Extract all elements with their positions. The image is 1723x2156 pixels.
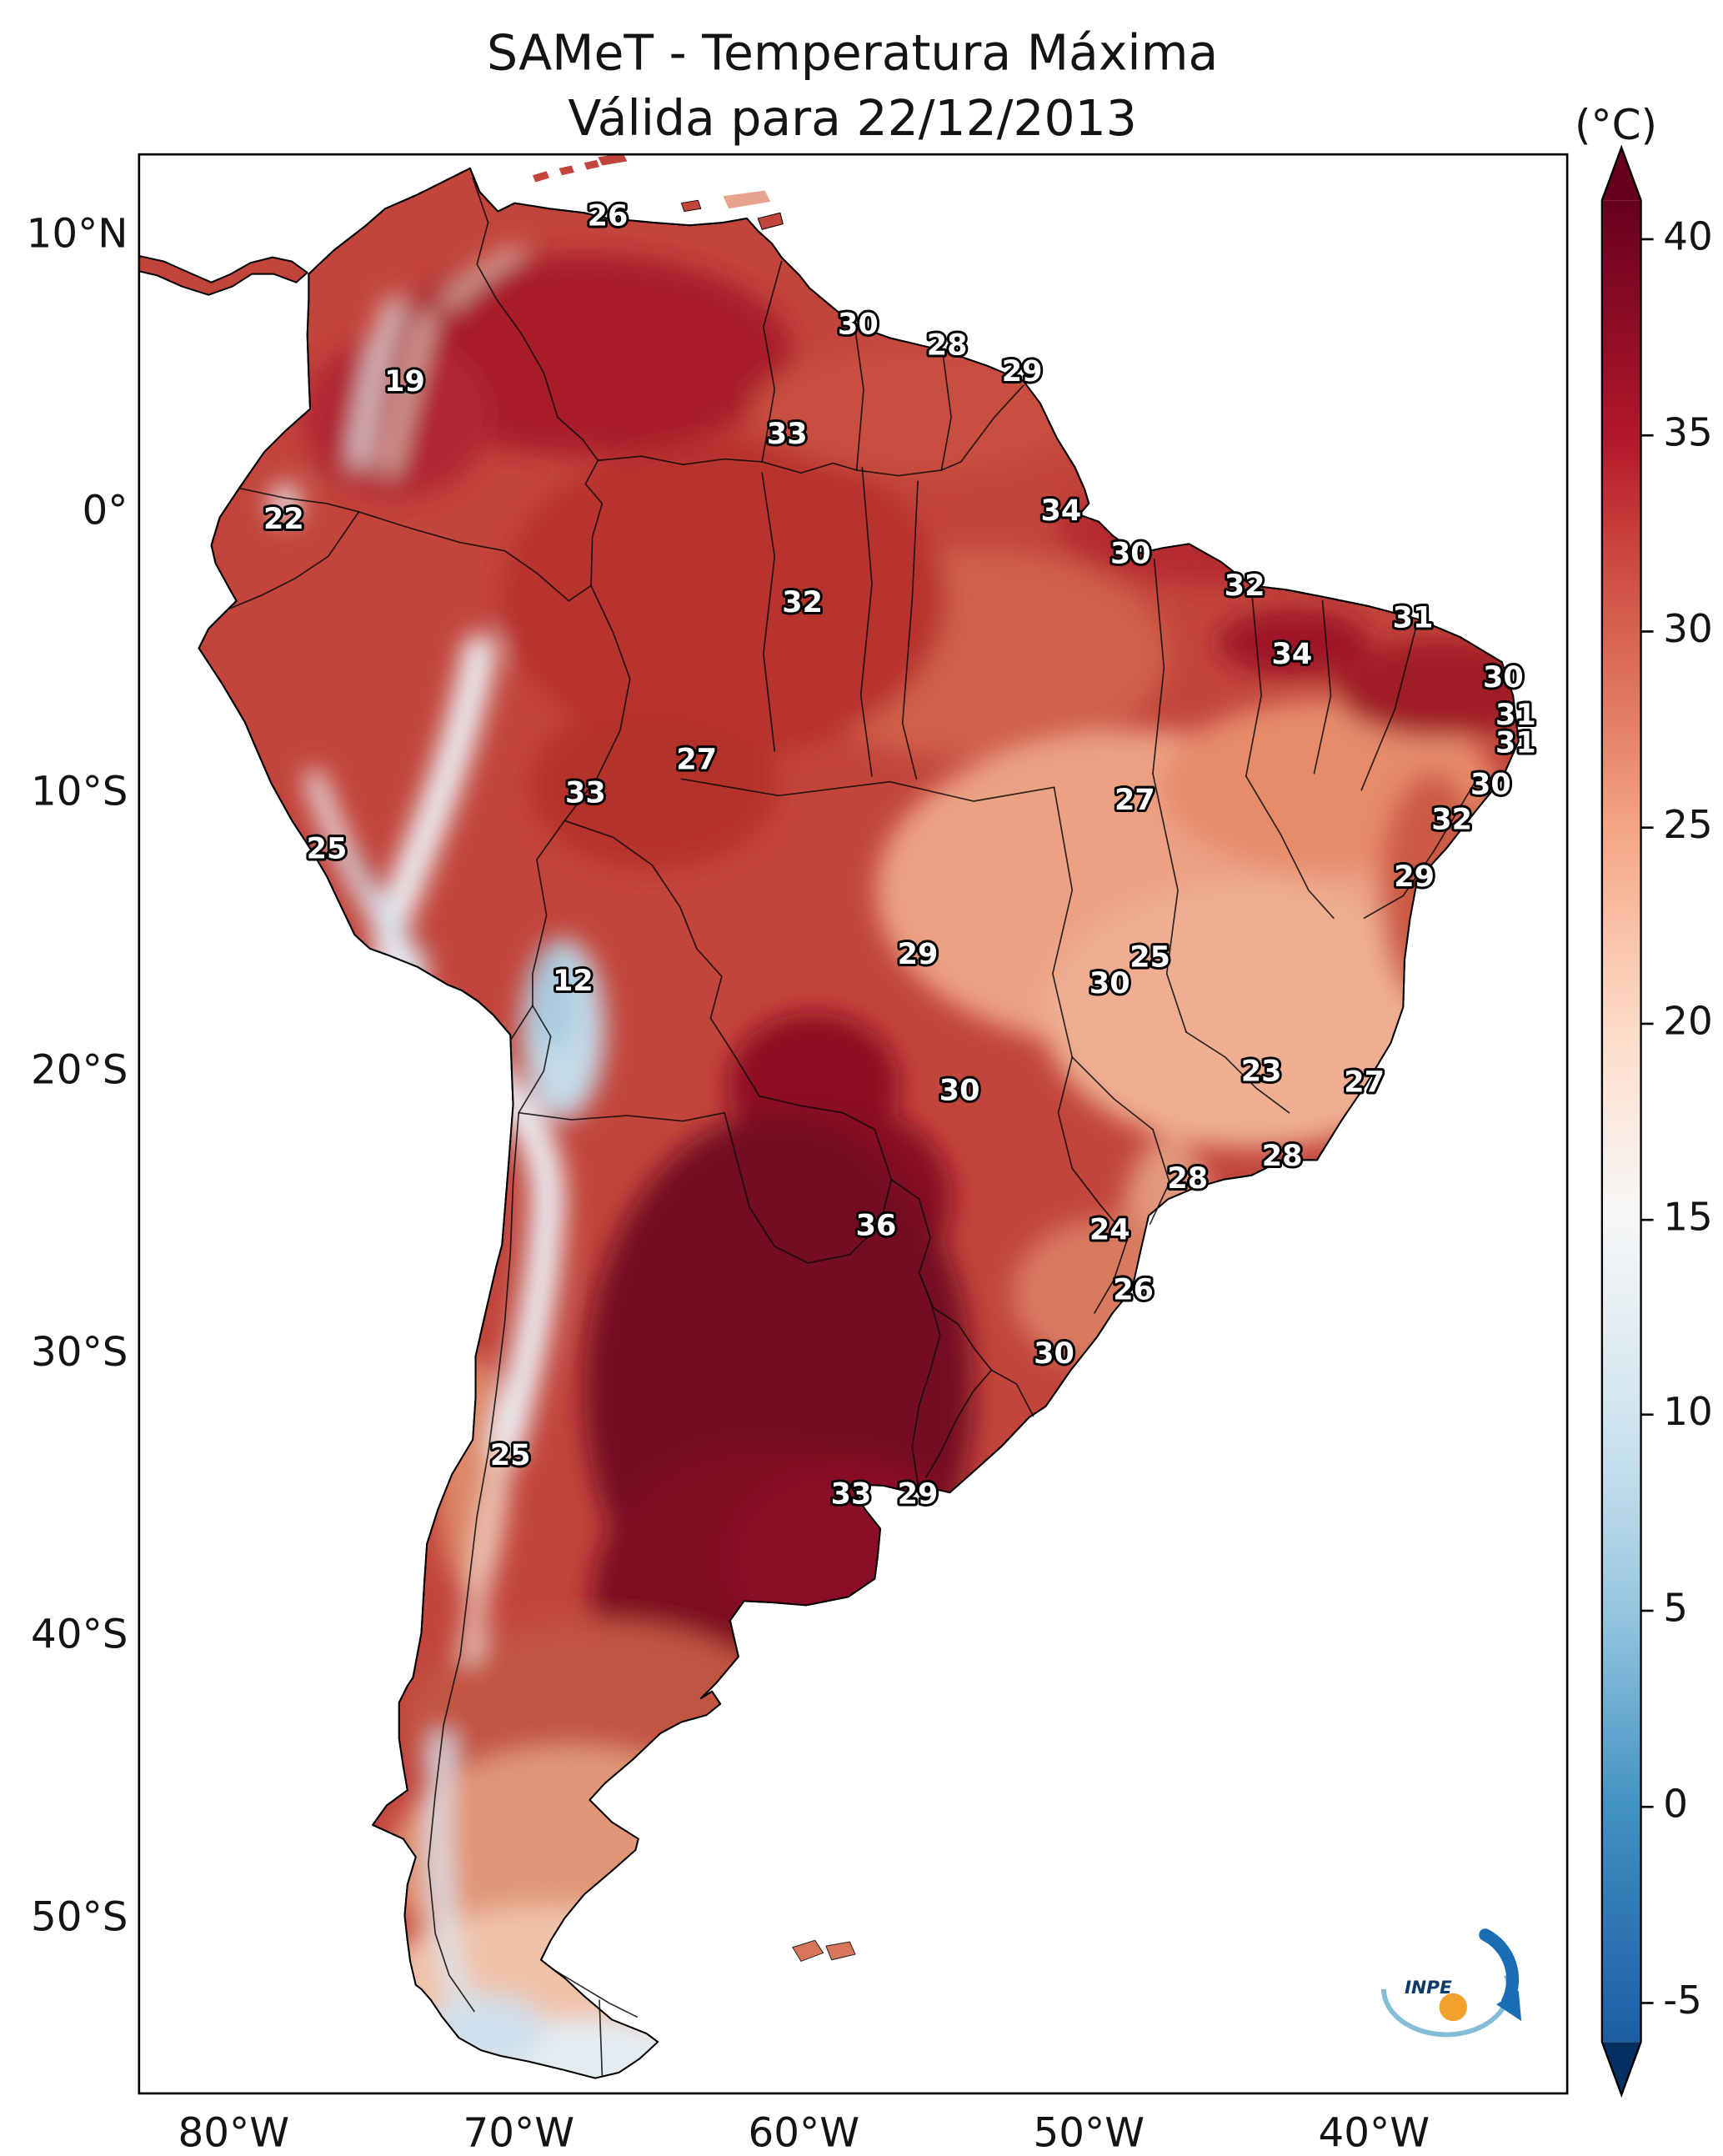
temperature-value-label: 19 <box>384 364 425 399</box>
temperature-value-label: 23 <box>1241 1054 1282 1088</box>
temperature-value-label: 32 <box>1225 569 1265 603</box>
colorbar-tick-label: 25 <box>1663 803 1712 848</box>
lon-tick-label: 50°W <box>1033 2109 1144 2156</box>
colorbar-tick-label: 10 <box>1663 1390 1712 1435</box>
temperature-value-label: 25 <box>307 831 348 865</box>
colorbar-tick-label: 40 <box>1663 214 1712 259</box>
lon-tick-label: 60°W <box>748 2109 859 2156</box>
temperature-value-label: 32 <box>1431 802 1472 836</box>
inpe-logo-arrow-arc <box>1479 1928 1520 2008</box>
temperature-value-label: 30 <box>1110 537 1151 571</box>
colorbar: (°C) 40 35 30 25 20 15 10 5 0 -5 <box>1575 101 1713 2098</box>
temperature-value-label: 27 <box>1114 783 1155 817</box>
temperature-value-label: 33 <box>767 417 808 451</box>
colorbar-tick-label: 35 <box>1663 411 1712 456</box>
temperature-value-label: 33 <box>831 1477 872 1512</box>
temperature-value-label: 25 <box>490 1438 531 1472</box>
colorbar-extend-bottom <box>1601 2042 1641 2095</box>
state-borders <box>680 466 1478 1314</box>
temperature-value-label: 12 <box>553 964 594 998</box>
temperature-value-label: 29 <box>898 1477 939 1512</box>
temperature-value-label: 34 <box>1041 494 1082 528</box>
colorbar-gradient-body <box>1601 200 1641 2043</box>
temperature-value-label: 28 <box>1262 1139 1303 1173</box>
coastline-outline <box>198 167 1520 2079</box>
temperature-value-label: 28 <box>1167 1161 1208 1196</box>
map-frame <box>138 153 1569 2095</box>
temperature-value-label: 30 <box>1470 768 1511 802</box>
lon-tick-label: 70°W <box>463 2109 574 2156</box>
colorbar-ticks: 40 35 30 25 20 15 10 5 0 -5 <box>1640 214 1713 2023</box>
temperature-value-label: 33 <box>565 776 606 810</box>
temperature-value-label: 30 <box>939 1074 980 1108</box>
colorbar-extend-top <box>1601 147 1641 201</box>
temperature-value-label: 34 <box>1271 637 1312 671</box>
colorbar-tick-label: 20 <box>1663 999 1712 1044</box>
longitude-axis: 80°W 70°W 60°W 50°W 40°W <box>178 2109 1430 2156</box>
temperature-value-label: 31 <box>1393 600 1434 634</box>
map-panel <box>138 153 1569 2095</box>
temperature-value-label: 29 <box>898 937 939 971</box>
inpe-logo: INPE <box>1381 1928 1522 2038</box>
temperature-value-label: 28 <box>927 328 968 362</box>
inpe-logo-text: INPE <box>1405 1978 1452 1998</box>
title-line-2: Válida para 22/12/2013 <box>568 90 1137 147</box>
temperature-value-label: 25 <box>1129 940 1170 975</box>
falkland-islands <box>792 1939 856 1963</box>
lat-tick-label: 50°S <box>31 1893 128 1940</box>
temperature-value-label: 30 <box>1089 966 1130 1000</box>
temperature-value-label: 29 <box>1002 354 1043 389</box>
panama-landmass <box>138 254 308 296</box>
inpe-logo-arrowhead <box>1496 1990 1522 2022</box>
temperature-value-label: 31 <box>1495 726 1536 760</box>
temperature-value-label: 31 <box>1495 698 1536 732</box>
colorbar-tick-label: 0 <box>1663 1782 1688 1828</box>
temperature-value-label: 27 <box>676 743 717 777</box>
country-borders <box>227 177 1034 2077</box>
figure-title: SAMeT - Temperatura Máxima Válida para 2… <box>487 24 1218 146</box>
caribbean-islands <box>532 154 784 230</box>
latitude-axis: 10°N 0° 10°S 20°S 30°S 40°S 50°S <box>27 211 128 1941</box>
lat-tick-label: 40°S <box>31 1612 128 1658</box>
title-line-1: SAMeT - Temperatura Máxima <box>487 24 1218 81</box>
temperature-value-label: 26 <box>588 198 629 233</box>
colorbar-tick-label: 15 <box>1663 1196 1712 1241</box>
colorbar-outline <box>1600 144 1642 2098</box>
temperature-value-label: 36 <box>856 1209 897 1243</box>
lat-tick-label: 10°N <box>27 211 128 258</box>
colorbar-unit-label: (°C) <box>1575 101 1657 149</box>
lat-tick-label: 30°S <box>31 1329 128 1376</box>
temperature-value-label: 27 <box>1344 1065 1385 1100</box>
inpe-logo-orange-dot <box>1439 1993 1468 2022</box>
temperature-value-label: 30 <box>1034 1336 1074 1371</box>
temperature-value-label: 22 <box>263 502 304 536</box>
colorbar-tick-label: 5 <box>1663 1586 1688 1631</box>
lat-tick-label: 10°S <box>31 769 128 815</box>
temperature-value-label: 29 <box>1394 860 1435 894</box>
temperature-value-label: 32 <box>782 585 823 619</box>
lat-tick-label: 0° <box>83 488 128 534</box>
colorbar-tick-label: 30 <box>1663 607 1712 652</box>
temperature-value-label: 26 <box>1113 1272 1154 1306</box>
temperature-value-label: 24 <box>1089 1213 1130 1247</box>
temperature-value-label: 30 <box>838 307 879 341</box>
colorbar-tick-label: -5 <box>1663 1978 1702 2023</box>
temperature-value-label: 30 <box>1483 660 1524 694</box>
lat-tick-label: 20°S <box>31 1046 128 1093</box>
lon-tick-label: 80°W <box>178 2109 289 2156</box>
lon-tick-label: 40°W <box>1318 2109 1430 2156</box>
